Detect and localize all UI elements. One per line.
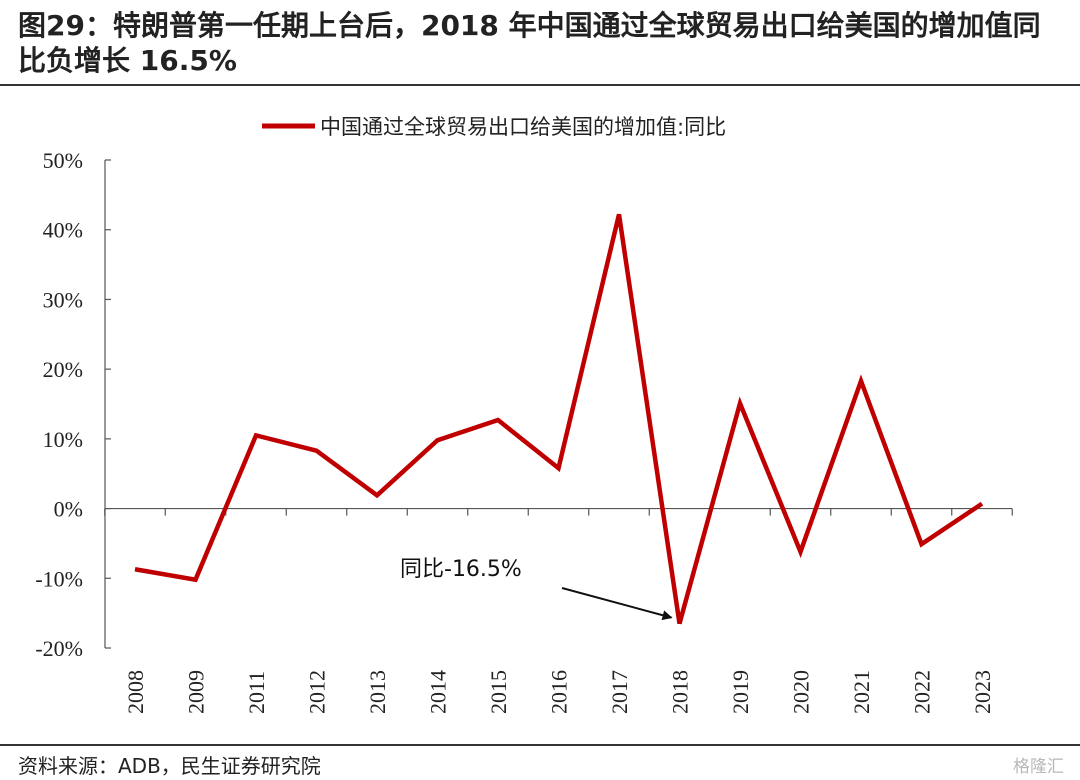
y-tick-label: 50%: [43, 148, 83, 173]
source-note: 资料来源：ADB，民生证券研究院: [18, 754, 321, 778]
x-tick-label: 2021: [849, 670, 874, 714]
y-tick-label: 0%: [54, 497, 83, 522]
chart-series: [134, 213, 984, 625]
chart-legend: 中国通过全球贸易出口给美国的增加值:同比: [262, 115, 726, 139]
x-tick-label: 2019: [728, 670, 753, 714]
chart-axes: -20% -10% 0% 10% 20% 30% 40% 50% 2008 2009 2011 201…: [35, 148, 1013, 714]
x-tick-label: 2017: [607, 670, 632, 714]
annotation-label: 同比-16.5%: [400, 557, 522, 582]
x-tick-label: 2015: [486, 670, 511, 714]
x-tick-label: 2022: [910, 670, 935, 714]
annotation-arrow: [561, 587, 673, 621]
chart-annotation: 同比-16.5%: [400, 557, 673, 621]
y-tick-label: 30%: [43, 287, 83, 312]
page-title: 图29：特朗普第一任期上台后，2018 年中国通过全球贸易出口给美国的增加值同比…: [18, 9, 1041, 77]
y-tick-label: 10%: [43, 427, 83, 452]
x-tick-label: 2023: [970, 670, 995, 714]
x-tick-label: 2009: [184, 670, 209, 714]
x-tick-label: 2008: [123, 670, 148, 714]
bottom-divider: [0, 744, 1080, 746]
y-tick-label: -20%: [35, 636, 83, 661]
x-tick-label: 2014: [426, 670, 451, 714]
x-tick-label: 2020: [789, 670, 814, 714]
x-tick-label: 2011: [244, 671, 269, 714]
watermark-logo: 格隆汇: [1013, 757, 1064, 777]
x-tick-label: 2012: [305, 670, 330, 714]
y-tick-label: -10%: [35, 566, 83, 591]
top-divider: [0, 84, 1080, 86]
series-line: [134, 213, 984, 625]
x-tick-label: 2016: [547, 670, 572, 714]
y-tick-label: 20%: [43, 357, 83, 382]
x-tick-label: 2018: [668, 670, 693, 714]
y-tick-label: 40%: [43, 218, 83, 243]
legend-label: 中国通过全球贸易出口给美国的增加值:同比: [320, 115, 726, 139]
x-tick-label: 2013: [365, 670, 390, 714]
